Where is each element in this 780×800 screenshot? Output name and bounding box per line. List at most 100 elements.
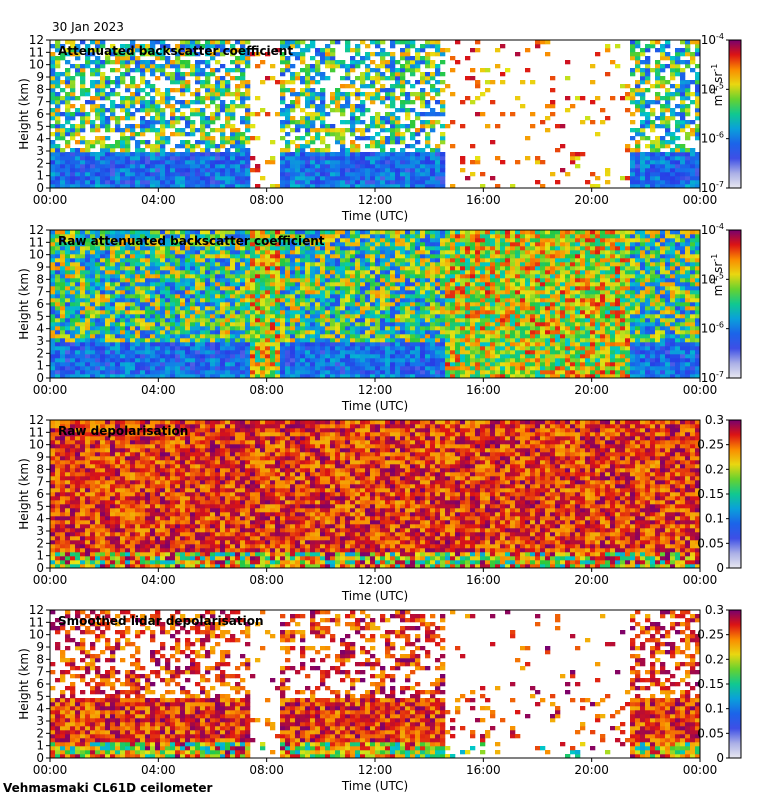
panel-title: Smoothed lidar depolarisation (58, 614, 264, 628)
y-tick-label: 9 (36, 70, 44, 84)
y-tick-label: 1 (36, 549, 44, 563)
colorbar-frame (728, 229, 742, 379)
y-tick-label: 5 (36, 309, 44, 323)
colorbar-tick-label: 10-4 (701, 32, 724, 47)
x-tick-label: 04:00 (141, 573, 176, 587)
panel-title: Attenuated backscatter coefficient (58, 44, 293, 58)
colorbar-tick-label: 10-5 (701, 81, 724, 96)
y-tick-label: 0 (36, 751, 44, 765)
colorbar-tick-label: 0 (716, 751, 724, 765)
x-axis-label: Time (UTC) (341, 779, 408, 793)
x-tick-label: 20:00 (574, 763, 609, 777)
y-tick-label: 6 (36, 107, 44, 121)
panel-title: Raw attenuated backscatter coefficient (58, 234, 325, 248)
y-tick-label: 2 (36, 156, 44, 170)
y-tick-label: 4 (36, 132, 44, 146)
y-tick-label: 1 (36, 359, 44, 373)
colorbar-tick-label: 0.25 (697, 438, 724, 452)
colorbar-tick-label: 0.3 (705, 603, 724, 617)
colorbar-unit-label: m-1 sr-1 (710, 254, 725, 297)
axes-frame (49, 39, 701, 189)
y-tick-label: 0 (36, 371, 44, 385)
y-tick-label: 6 (36, 677, 44, 691)
y-tick-label: 7 (36, 475, 44, 489)
x-tick-label: 00:00 (683, 193, 718, 207)
y-tick-label: 12 (29, 413, 44, 427)
y-tick-label: 11 (29, 45, 44, 59)
y-tick-label: 12 (29, 603, 44, 617)
colorbar (729, 40, 741, 188)
y-tick-label: 7 (36, 665, 44, 679)
y-tick-label: 5 (36, 499, 44, 513)
x-tick-label: 00:00 (33, 383, 68, 397)
y-tick-label: 10 (29, 248, 44, 262)
colorbar-tick-label: 10-4 (701, 222, 724, 237)
x-tick-label: 20:00 (574, 573, 609, 587)
x-tick-label: 12:00 (358, 573, 393, 587)
y-tick-label: 7 (36, 285, 44, 299)
colorbar-frame (728, 39, 742, 189)
colorbar-tick-label: 10-7 (701, 180, 724, 195)
x-tick-label: 16:00 (466, 383, 501, 397)
y-tick-label: 3 (36, 334, 44, 348)
y-tick-label: 3 (36, 524, 44, 538)
colorbar-tick-label: 0.1 (705, 512, 724, 526)
y-tick-label: 6 (36, 297, 44, 311)
y-tick-label: 4 (36, 702, 44, 716)
colorbar-tick-label: 10-6 (701, 131, 724, 146)
y-tick-label: 6 (36, 487, 44, 501)
axes-frame (49, 609, 701, 759)
colorbar-tick-label: 10-7 (701, 370, 724, 385)
x-tick-label: 00:00 (33, 573, 68, 587)
x-tick-label: 08:00 (249, 193, 284, 207)
y-tick-label: 0 (36, 181, 44, 195)
instrument-label: Vehmasmaki CL61D ceilometer (3, 781, 213, 795)
heatmap-cells-panel-4 (50, 610, 701, 759)
colorbar-tick-label: 0.2 (705, 652, 724, 666)
y-tick-label: 8 (36, 462, 44, 476)
x-axis-label: Time (UTC) (341, 399, 408, 413)
y-axis-label: Height (km) (17, 648, 31, 719)
x-tick-label: 12:00 (358, 193, 393, 207)
y-tick-label: 11 (29, 425, 44, 439)
x-tick-label: 16:00 (466, 193, 501, 207)
y-tick-label: 11 (29, 235, 44, 249)
y-tick-label: 7 (36, 95, 44, 109)
x-tick-label: 00:00 (683, 573, 718, 587)
y-axis-label: Height (km) (17, 78, 31, 149)
colorbar (729, 610, 741, 758)
colorbar-tick-label: 0.25 (697, 628, 724, 642)
x-tick-label: 08:00 (249, 383, 284, 397)
y-tick-label: 4 (36, 322, 44, 336)
y-tick-label: 10 (29, 628, 44, 642)
colorbar-tick-label: 0.1 (705, 702, 724, 716)
x-tick-label: 16:00 (466, 573, 501, 587)
y-tick-label: 1 (36, 739, 44, 753)
x-tick-label: 08:00 (249, 573, 284, 587)
colorbar-tick-label: 0.15 (697, 677, 724, 691)
y-tick-label: 11 (29, 615, 44, 629)
x-axis-label: Time (UTC) (341, 589, 408, 603)
x-tick-label: 12:00 (358, 763, 393, 777)
y-tick-label: 8 (36, 272, 44, 286)
x-tick-label: 08:00 (249, 763, 284, 777)
axes-frame (49, 419, 701, 569)
colorbar-tick-label: 10-6 (701, 321, 724, 336)
x-tick-label: 00:00 (33, 193, 68, 207)
x-tick-label: 00:00 (33, 763, 68, 777)
x-tick-label: 12:00 (358, 383, 393, 397)
y-tick-label: 3 (36, 714, 44, 728)
y-tick-label: 2 (36, 536, 44, 550)
x-tick-label: 04:00 (141, 193, 176, 207)
y-axis-label: Height (km) (17, 268, 31, 339)
y-tick-label: 9 (36, 260, 44, 274)
x-tick-label: 04:00 (141, 383, 176, 397)
colorbar-tick-label: 0.05 (697, 726, 724, 740)
y-tick-label: 12 (29, 223, 44, 237)
y-axis-label: Height (km) (17, 458, 31, 529)
colorbar-tick-label: 0.3 (705, 413, 724, 427)
y-tick-label: 3 (36, 144, 44, 158)
y-tick-label: 9 (36, 450, 44, 464)
y-tick-label: 8 (36, 652, 44, 666)
y-tick-label: 2 (36, 726, 44, 740)
